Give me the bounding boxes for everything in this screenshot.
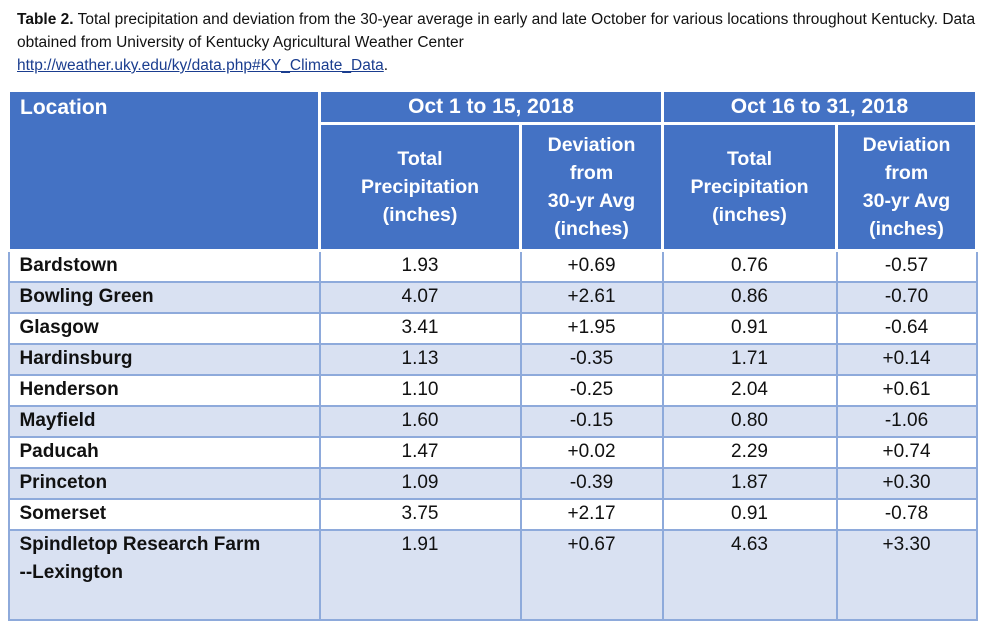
p2-dev-cell: +0.74 bbox=[835, 436, 978, 469]
p2-total-cell: 2.29 bbox=[661, 436, 838, 469]
p1-total-cell: 4.07 bbox=[318, 281, 522, 314]
location-cell: Bowling Green bbox=[7, 281, 321, 314]
table-row: Bardstown 1.93 +0.69 0.76 -0.57 bbox=[7, 249, 978, 283]
p2-dev-header: Deviation from 30-yr Avg (inches) bbox=[835, 122, 979, 252]
p2-dev-cell: +3.30 bbox=[835, 529, 978, 621]
p1-dev-cell: +0.69 bbox=[519, 249, 664, 283]
p2-dev-cell: +0.61 bbox=[835, 374, 978, 407]
location-cell: Spindletop Research Farm --Lexington bbox=[7, 529, 321, 621]
p2-dev-cell: -0.70 bbox=[835, 281, 978, 314]
p1-total-cell: 1.91 bbox=[318, 529, 522, 621]
p2-total-cell: 1.71 bbox=[661, 343, 838, 376]
caption-label: Table 2. bbox=[17, 11, 74, 28]
table-row: Henderson 1.10 -0.25 2.04 +0.61 bbox=[7, 374, 978, 407]
p1-total-cell: 3.41 bbox=[318, 312, 522, 345]
table-row: Hardinsburg 1.13 -0.35 1.71 +0.14 bbox=[7, 343, 978, 376]
p1-dev-header: Deviation from 30-yr Avg (inches) bbox=[518, 122, 665, 252]
table-caption: Table 2. Total precipitation and deviati… bbox=[17, 8, 1002, 77]
p1-total-cell: 1.60 bbox=[318, 405, 522, 438]
period2-header: Oct 16 to 31, 2018 bbox=[661, 89, 979, 125]
location-cell: Paducah bbox=[7, 436, 321, 469]
p1-dev-cell: +1.95 bbox=[519, 312, 664, 345]
caption-text: Total precipitation and deviation from t… bbox=[17, 11, 976, 51]
table-row: Princeton 1.09 -0.39 1.87 +0.30 bbox=[7, 467, 978, 500]
p2-total-cell: 0.91 bbox=[661, 498, 838, 531]
location-cell: Somerset bbox=[7, 498, 321, 531]
p1-total-cell: 1.09 bbox=[318, 467, 522, 500]
p1-total-cell: 3.75 bbox=[318, 498, 522, 531]
p2-dev-cell: -0.78 bbox=[835, 498, 978, 531]
table-row: Bowling Green 4.07 +2.61 0.86 -0.70 bbox=[7, 281, 978, 314]
p2-total-cell: 0.91 bbox=[661, 312, 838, 345]
p1-dev-cell: +2.17 bbox=[519, 498, 664, 531]
p2-dev-cell: +0.14 bbox=[835, 343, 978, 376]
p2-dev-cell: -1.06 bbox=[835, 405, 978, 438]
location-cell: Princeton bbox=[7, 467, 321, 500]
p1-total-header: Total Precipitation (inches) bbox=[318, 122, 522, 252]
location-cell: Mayfield bbox=[7, 405, 321, 438]
location-cell: Hardinsburg bbox=[7, 343, 321, 376]
p1-total-cell: 1.47 bbox=[318, 436, 522, 469]
p2-dev-cell: -0.64 bbox=[835, 312, 978, 345]
location-cell: Glasgow bbox=[7, 312, 321, 345]
location-cell: Bardstown bbox=[7, 249, 321, 283]
table-row: Spindletop Research Farm --Lexington 1.91… bbox=[7, 529, 978, 621]
table-row: Mayfield 1.60 -0.15 0.80 -1.06 bbox=[7, 405, 978, 438]
p2-total-cell: 0.76 bbox=[661, 249, 838, 283]
table-row: Glasgow 3.41 +1.95 0.91 -0.64 bbox=[7, 312, 978, 345]
p1-dev-cell: +2.61 bbox=[519, 281, 664, 314]
table-row: Somerset 3.75 +2.17 0.91 -0.78 bbox=[7, 498, 978, 531]
p1-total-cell: 1.13 bbox=[318, 343, 522, 376]
table-row: Paducah 1.47 +0.02 2.29 +0.74 bbox=[7, 436, 978, 469]
p1-dev-cell: -0.25 bbox=[519, 374, 664, 407]
p1-dev-cell: +0.02 bbox=[519, 436, 664, 469]
source-link[interactable]: http://weather.uky.edu/ky/data.php#KY_Cl… bbox=[17, 57, 384, 74]
p1-dev-cell: -0.35 bbox=[519, 343, 664, 376]
p2-total-cell: 4.63 bbox=[661, 529, 838, 621]
period1-header: Oct 1 to 15, 2018 bbox=[317, 89, 665, 125]
caption-tail: . bbox=[383, 57, 389, 74]
p2-total-header: Total Precipitation (inches) bbox=[661, 122, 839, 252]
p2-dev-cell: -0.57 bbox=[835, 249, 978, 283]
p2-dev-cell: +0.30 bbox=[835, 467, 978, 500]
p1-total-cell: 1.93 bbox=[318, 249, 522, 283]
p1-total-cell: 1.10 bbox=[318, 374, 522, 407]
location-cell: Henderson bbox=[7, 374, 321, 407]
p1-dev-cell: -0.39 bbox=[519, 467, 664, 500]
p2-total-cell: 0.86 bbox=[661, 281, 838, 314]
p1-dev-cell: -0.15 bbox=[519, 405, 664, 438]
p2-total-cell: 2.04 bbox=[661, 374, 838, 407]
location-header: Location bbox=[7, 89, 321, 252]
p2-total-cell: 1.87 bbox=[661, 467, 838, 500]
p1-dev-cell: +0.67 bbox=[519, 529, 664, 621]
precipitation-table: Location Oct 1 to 15, 2018 Oct 16 to 31,… bbox=[7, 89, 979, 621]
p2-total-cell: 0.80 bbox=[661, 405, 838, 438]
